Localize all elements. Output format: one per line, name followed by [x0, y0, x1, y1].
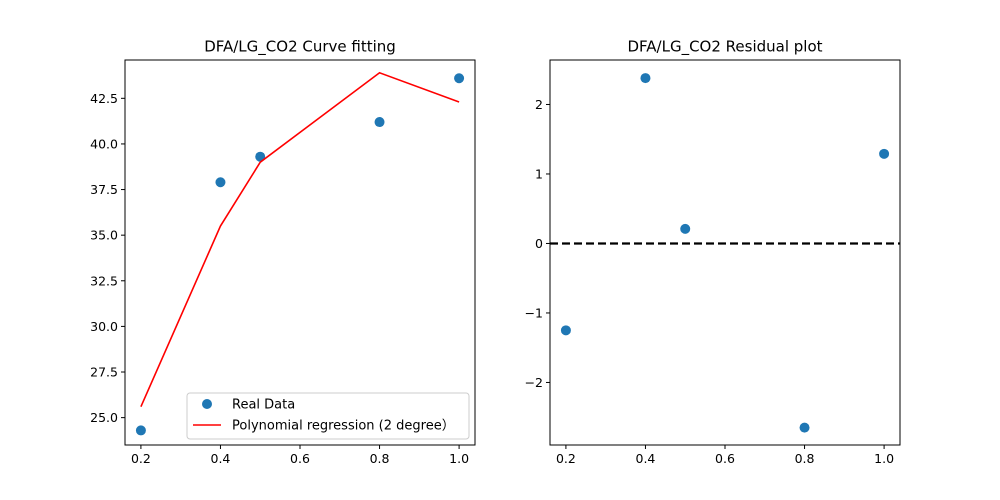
- legend-label-real-data: Real Data: [232, 398, 295, 413]
- y-tick-label: 1: [535, 166, 543, 181]
- data-point: [255, 151, 266, 162]
- regression-line: [140, 71, 460, 408]
- y-tick-label: 40.0: [90, 136, 118, 151]
- x-tick-label: 1.0: [449, 451, 469, 466]
- y-tick-label: 0: [535, 236, 543, 251]
- y-tick-label: −1: [525, 305, 543, 320]
- x-tick-label: 0.6: [290, 451, 310, 466]
- y-tick-label: 2: [535, 97, 543, 112]
- residual-chart: DFA/LG_CO2 Residual plot 0.2 0.4 0.6 0.8 1.0…: [525, 38, 901, 466]
- x-tick-label: 0.8: [795, 451, 815, 466]
- y-tick-label: −2: [525, 375, 543, 390]
- x-tick-label: 0.2: [131, 451, 151, 466]
- y-tick-label: 30.0: [90, 319, 118, 334]
- legend-marker-real-data: [202, 399, 212, 409]
- x-tick-label: 0.8: [370, 451, 390, 466]
- chart-marks: [135, 71, 465, 436]
- chart-marks: [550, 73, 900, 433]
- legend-label-regression: Polynomial regression (2 degree）: [232, 419, 455, 434]
- data-point: [215, 177, 226, 188]
- y-tick-label: 42.5: [90, 91, 118, 106]
- data-point: [454, 73, 465, 84]
- data-point: [799, 422, 810, 433]
- x-tick-label: 0.6: [715, 451, 735, 466]
- x-tick-label: 0.4: [636, 451, 656, 466]
- data-point: [879, 148, 890, 159]
- data-point: [374, 117, 385, 128]
- chart-title: DFA/LG_CO2 Curve fitting: [204, 38, 396, 57]
- curve-fitting-chart: DFA/LG_CO2 Curve fitting 0.2 0.4 0.6 0.8 1.0…: [90, 38, 476, 466]
- axis-ticks: 0.2 0.4 0.6 0.8 1.0 −2 −1 0 1 2: [525, 97, 895, 466]
- chart-title: DFA/LG_CO2 Residual plot: [627, 38, 822, 57]
- y-tick-label: 25.0: [90, 410, 118, 425]
- data-point: [680, 223, 691, 234]
- data-point: [640, 73, 651, 84]
- data-point: [135, 425, 146, 436]
- y-tick-label: 35.0: [90, 228, 118, 243]
- data-point: [560, 325, 571, 336]
- x-tick-label: 1.0: [874, 451, 894, 466]
- x-tick-label: 0.4: [211, 451, 231, 466]
- x-tick-label: 0.2: [556, 451, 576, 466]
- y-tick-label: 32.5: [90, 273, 118, 288]
- axis-ticks: 0.2 0.4 0.6 0.8 1.0 25.0 27.5 30.0 32.5 35.0 37.5 4…: [90, 91, 469, 466]
- legend-box: [186, 392, 470, 440]
- y-tick-label: 27.5: [90, 365, 118, 380]
- legend: Real Data Polynomial regression (2 degre…: [186, 392, 470, 440]
- y-tick-label: 37.5: [90, 182, 118, 197]
